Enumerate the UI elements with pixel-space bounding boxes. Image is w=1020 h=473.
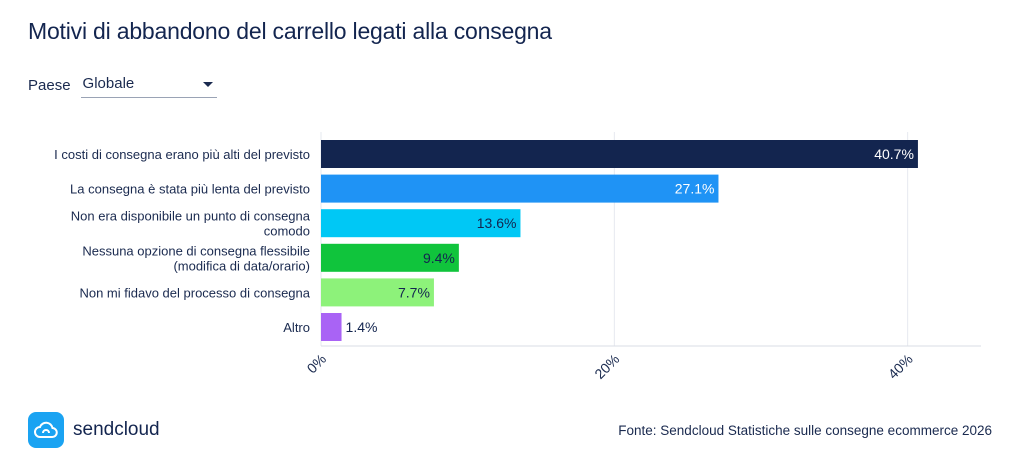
bar-chart: 0% 20% 40% 40.7% I costi di consegna erano p… — [54, 132, 981, 382]
category-label: Non era disponibile un punto di consegna… — [71, 209, 311, 239]
country-select-value: Globale — [82, 75, 135, 92]
bar — [321, 174, 719, 203]
brand-name: sendcloud — [73, 419, 160, 440]
chevron-down-icon[interactable] — [202, 82, 213, 87]
bar — [321, 140, 918, 168]
bar — [321, 243, 459, 272]
data-label: 40.7% — [874, 146, 914, 162]
category-label: Altro — [283, 320, 310, 335]
cloud-icon — [28, 412, 64, 448]
category-label: Nessuna opzione di consegna flessibile (m… — [82, 243, 310, 273]
category-label: I costi di consegna erano più alti del p… — [54, 147, 310, 162]
source-note: Fonte: Sendcloud Statistiche sulle conse… — [618, 423, 992, 438]
data-label: 9.4% — [423, 250, 455, 266]
bar — [321, 278, 434, 307]
country-filter-label: Paese — [28, 76, 71, 94]
x-tick-label: 20% — [591, 351, 622, 382]
x-tick-label: 0% — [303, 351, 329, 377]
category-label: Non mi fidavo del processo di consegna — [79, 285, 310, 300]
chart-title: Motivi di abbandono del carrello legati … — [28, 18, 552, 44]
bar — [321, 209, 521, 238]
data-label: 7.7% — [398, 284, 430, 300]
bar — [321, 313, 342, 341]
data-label: 13.6% — [477, 215, 517, 231]
category-label: La consegna è stata più lenta del previs… — [70, 182, 310, 197]
data-label: 1.4% — [346, 319, 378, 335]
country-filter: Paese Globale — [28, 72, 217, 98]
x-tick-label: 40% — [885, 351, 916, 382]
data-label: 27.1% — [675, 181, 715, 197]
country-select[interactable]: Globale — [80, 72, 217, 98]
brand-logo: sendcloud — [28, 412, 160, 448]
